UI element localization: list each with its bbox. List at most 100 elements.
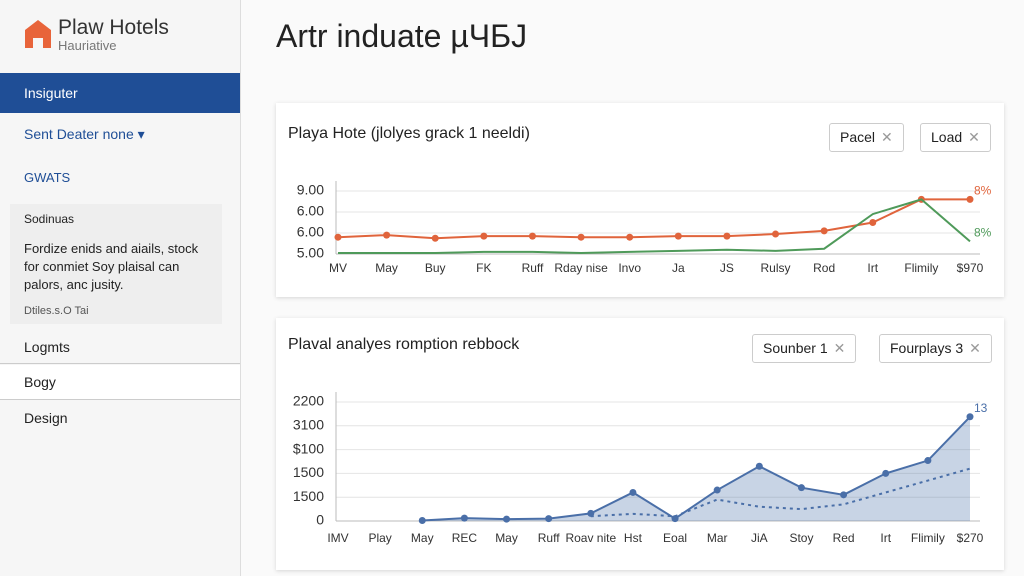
chip-close[interactable]: ✕ — [881, 129, 893, 145]
point — [882, 469, 890, 477]
chart: 0 1500 1500 $100 3100 2200 IMV Play May REC May Ruf… — [293, 392, 988, 545]
chip[interactable]: Pacel ✕ — [829, 123, 904, 152]
x-tick-label: Ruff — [522, 261, 544, 275]
page-title: Artr induate µЧБЈ — [276, 18, 528, 54]
nav-item[interactable]: GWATS — [24, 170, 71, 185]
chart: 9.00 6.00 6.00 5.00 MV May Buy FK Ruff Rdаy nise I… — [297, 181, 992, 275]
x-tick-label: FK — [476, 261, 491, 275]
point — [797, 484, 805, 492]
chip-label: Fourplays 3 — [890, 340, 964, 356]
x-tick-label: Buy — [425, 261, 446, 275]
point — [334, 233, 342, 241]
x-tick-label: $970 — [957, 261, 984, 275]
info-panel: Sodinuas Fordize enids and aiails, stock… — [10, 204, 222, 324]
point — [460, 514, 468, 522]
point — [480, 232, 488, 240]
x-tick-label: REC — [452, 531, 478, 545]
point — [431, 234, 439, 242]
card: Plaval analyes romption rebbock Sounber … — [276, 318, 1004, 570]
y-tick-label: 6.00 — [297, 203, 324, 219]
point — [671, 515, 679, 523]
panel-footer: Dtiles.s.O Tai — [24, 305, 89, 317]
x-tick-label: Ja — [672, 261, 685, 275]
x-tick-label: Eoal — [663, 531, 687, 545]
x-tick-label: IMV — [327, 531, 348, 545]
x-tick-label: Invo — [618, 261, 641, 275]
x-tick-label: May — [375, 261, 398, 275]
y-tick-label: 1500 — [293, 464, 324, 480]
nav-link[interactable]: Bogy — [0, 365, 240, 400]
logo — [25, 20, 51, 48]
nav-item-active[interactable]: Insiguter — [0, 73, 240, 113]
series-line — [422, 416, 971, 522]
y-tick-label: 6.00 — [297, 224, 324, 240]
point — [383, 231, 391, 239]
y-tick-label: 9.00 — [297, 182, 324, 198]
x-tick-label: Rod — [813, 261, 835, 275]
x-tick-label: Red — [833, 531, 855, 545]
end-label: 13 — [974, 401, 988, 415]
sidebar: Plaw Hotels Hauriative Insiguter Sent De… — [0, 0, 241, 576]
x-tick-label: Stoy — [789, 531, 813, 545]
chip-close[interactable]: ✕ — [833, 340, 846, 356]
y-tick-label: 5.00 — [297, 245, 324, 261]
point — [772, 230, 780, 238]
x-tick-label: JiA — [751, 531, 768, 545]
card-title: Plaval analyes romption rebbock — [288, 336, 520, 353]
y-tick-label: 3100 — [293, 417, 324, 433]
x-tick-label: MV — [329, 261, 347, 275]
point — [577, 233, 585, 241]
chip[interactable]: Load ✕ — [920, 123, 991, 152]
card: Playa Hote (jlolyes grack 1 neeldi) Pace… — [276, 103, 1004, 297]
x-tick-label: Roav nite — [565, 531, 616, 545]
nav-link[interactable]: Design — [24, 410, 68, 426]
point — [713, 486, 721, 494]
chip-label: Sounber 1 — [763, 340, 828, 356]
point — [626, 233, 634, 241]
area — [422, 416, 970, 521]
nav-dropdown[interactable]: Sent Deater none ▾ — [24, 126, 145, 143]
chip-label: Load — [931, 129, 963, 145]
series-line — [590, 467, 971, 518]
x-tick-label: Irt — [880, 531, 891, 545]
x-tick-label: Flimily — [904, 261, 938, 275]
brand-title: Plaw Hotels — [58, 16, 169, 39]
x-tick-label: May — [495, 531, 518, 545]
chip-close[interactable]: ✕ — [969, 340, 981, 356]
y-tick-label: $100 — [293, 440, 324, 456]
panel-body: Fordize enids and aiails, stock for conm… — [24, 241, 199, 292]
x-tick-label: Irt — [867, 261, 878, 275]
y-tick-label: 0 — [316, 512, 324, 528]
x-tick-label: May — [411, 531, 434, 545]
point — [503, 515, 511, 523]
chip-close[interactable]: ✕ — [968, 129, 980, 145]
point — [528, 232, 536, 240]
x-tick-label: Hst — [624, 531, 643, 545]
card-title: Playa Hote (jlolyes grack 1 neeldi) — [288, 125, 530, 142]
panel-heading: Sodinuas — [24, 212, 75, 226]
x-tick-label: $270 — [957, 531, 984, 545]
chip[interactable]: Sounber 1 ✕ — [752, 334, 857, 363]
chip-label: Pacel — [840, 129, 876, 145]
chip[interactable]: Fourplays 3 ✕ — [879, 334, 992, 363]
point — [840, 491, 848, 499]
point — [723, 232, 731, 240]
point — [418, 517, 426, 525]
caret: ▾ — [137, 126, 145, 142]
point — [966, 195, 974, 203]
end-label: 8% — [974, 226, 992, 240]
point — [755, 462, 763, 470]
y-tick-label: 2200 — [293, 393, 324, 409]
point — [966, 413, 974, 421]
point — [869, 219, 877, 226]
y-tick-label: 1500 — [293, 488, 324, 504]
series-line — [337, 198, 970, 240]
nav-label: Sent Deater none — [24, 126, 134, 142]
point — [587, 509, 595, 517]
point — [545, 515, 553, 523]
x-tick-label: Flimily — [911, 531, 945, 545]
nav-link[interactable]: Logmts — [0, 330, 240, 364]
brand-subtitle: Hauriative — [58, 38, 117, 53]
x-tick-label: Rdаy nise — [554, 261, 608, 275]
